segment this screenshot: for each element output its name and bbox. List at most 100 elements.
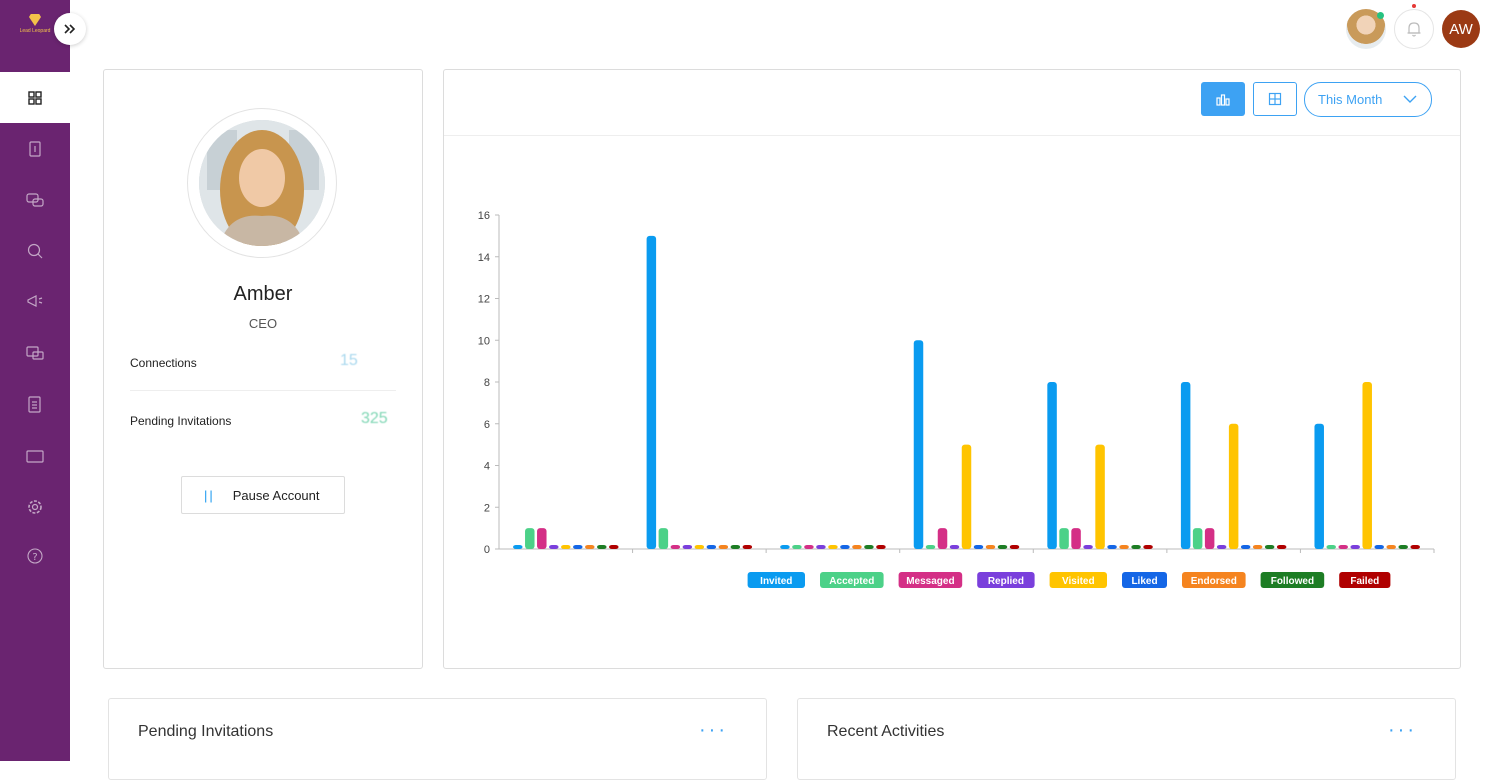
- sidebar-item-inbox[interactable]: [0, 338, 70, 368]
- recent-more-options-button[interactable]: ···: [1388, 719, 1417, 741]
- pending-more-options-button[interactable]: ···: [699, 719, 728, 741]
- bar-messaged: [670, 545, 681, 549]
- profile-photo: [187, 108, 337, 258]
- pause-account-label: Pause Account: [232, 487, 320, 503]
- bar-endorsed: [1119, 545, 1129, 549]
- pause-icon: ||: [204, 487, 215, 503]
- bell-icon: [1407, 22, 1421, 37]
- bar-visited: [694, 545, 705, 549]
- recent-activities-title: Recent Activities: [827, 723, 945, 740]
- period-select[interactable]: This Month: [1304, 82, 1432, 117]
- bar-invited: [1180, 382, 1191, 549]
- bar-messaged: [537, 528, 547, 549]
- bar-followed: [864, 545, 874, 549]
- grid-icon: [1268, 92, 1282, 106]
- bar-liked: [973, 545, 984, 549]
- campaign-icon: [27, 295, 43, 307]
- online-status-icon: [1377, 12, 1384, 19]
- bar-replied: [1350, 545, 1360, 549]
- y-tick-label: 14: [478, 252, 490, 264]
- user-initials-avatar[interactable]: AW: [1442, 10, 1480, 48]
- legend-label: Visited: [1062, 576, 1095, 587]
- y-tick-label: 6: [484, 419, 490, 431]
- chevron-down-icon: [1403, 95, 1417, 103]
- bar-visited: [561, 545, 571, 549]
- bar-failed: [1410, 545, 1420, 549]
- bar-messaged: [1071, 528, 1081, 549]
- bar-failed: [742, 545, 753, 549]
- bar-replied: [549, 545, 559, 549]
- bar-followed: [997, 545, 1008, 549]
- person-portrait-icon: [199, 120, 325, 246]
- y-tick-label: 10: [478, 335, 490, 347]
- legend-label: Messaged: [906, 576, 954, 587]
- bar-accepted: [1059, 528, 1069, 549]
- logo-text: Lead Leopard: [19, 28, 51, 34]
- legend-item-replied: [977, 572, 1035, 588]
- bar-visited: [1095, 444, 1105, 549]
- bar-messaged: [1204, 528, 1215, 549]
- bar-endorsed: [585, 545, 595, 549]
- chart-header-divider: [444, 135, 1460, 136]
- bar-replied: [682, 545, 693, 549]
- bar-chart-icon: [1216, 94, 1230, 106]
- bar-failed: [1276, 545, 1287, 549]
- recent-activities-card: Recent Activities ···: [797, 698, 1456, 780]
- leopard-logo-icon: [29, 14, 41, 26]
- bar-invited: [1047, 382, 1057, 549]
- bar-view-button[interactable]: [1201, 82, 1245, 116]
- pending-invitations-title: Pending Invitations: [138, 723, 274, 740]
- sidebar-item-messages[interactable]: [0, 185, 70, 215]
- connections-label: Connections: [130, 356, 197, 370]
- bar-accepted: [1326, 545, 1336, 549]
- legend-item-endorsed: [1182, 572, 1246, 588]
- report-icon: [29, 141, 41, 157]
- notifications-button[interactable]: [1394, 4, 1434, 49]
- bar-liked: [706, 545, 717, 549]
- y-tick-label: 16: [478, 210, 490, 222]
- bar-failed: [609, 545, 619, 549]
- user-photo-avatar[interactable]: [1346, 9, 1386, 49]
- bar-chart: 0 2 4 6 8 10 12 14 16 Invited Accepted Messaged Repl…: [478, 210, 1435, 588]
- sidebar-item-dashboard[interactable]: [0, 72, 70, 123]
- legend-item-visited: [1049, 572, 1107, 588]
- notification-dot-icon: [1412, 4, 1416, 8]
- bar-endorsed: [1386, 545, 1396, 549]
- bar-failed: [1143, 545, 1153, 549]
- bar-replied: [816, 545, 826, 549]
- settings-icon: [28, 500, 42, 514]
- legend-label: Invited: [760, 576, 792, 587]
- pending-invitations-label: Pending Invitations: [130, 414, 232, 428]
- sidebar-item-report[interactable]: [0, 134, 70, 164]
- y-tick-label: 4: [484, 461, 490, 473]
- bar-endorsed: [1252, 545, 1263, 549]
- profile-name: Amber: [233, 283, 293, 305]
- sidebar-item-help[interactable]: ?: [0, 541, 70, 571]
- bar-followed: [1264, 545, 1275, 549]
- profile-role: CEO: [248, 316, 278, 331]
- pause-account-button[interactable]: || Pause Account: [181, 476, 345, 514]
- legend-item-followed: [1260, 572, 1325, 588]
- bar-liked: [1374, 545, 1384, 549]
- bar-messaged: [937, 528, 948, 549]
- sidebar-item-search[interactable]: [0, 236, 70, 266]
- legend-item-accepted: [820, 572, 884, 588]
- help-icon: ?: [27, 548, 43, 564]
- sidebar: Lead Leopard ?: [0, 0, 70, 761]
- bar-accepted: [525, 528, 535, 549]
- sidebar-item-list[interactable]: [0, 390, 70, 420]
- bar-invited: [1314, 423, 1324, 549]
- sidebar-item-campaign[interactable]: [0, 286, 70, 316]
- table-view-button[interactable]: [1253, 82, 1297, 116]
- bar-followed: [1398, 545, 1408, 549]
- sidebar-item-settings[interactable]: [0, 492, 70, 522]
- logo: Lead Leopard: [18, 14, 52, 34]
- messages-icon: [26, 193, 44, 207]
- sidebar-item-folder[interactable]: [0, 441, 70, 471]
- legend-label: Failed: [1350, 576, 1379, 587]
- bar-endorsed: [985, 545, 996, 549]
- legend-item-invited: [747, 572, 805, 588]
- legend-item-failed: [1339, 572, 1391, 588]
- expand-sidebar-button[interactable]: [54, 13, 86, 45]
- bar-visited: [961, 444, 972, 549]
